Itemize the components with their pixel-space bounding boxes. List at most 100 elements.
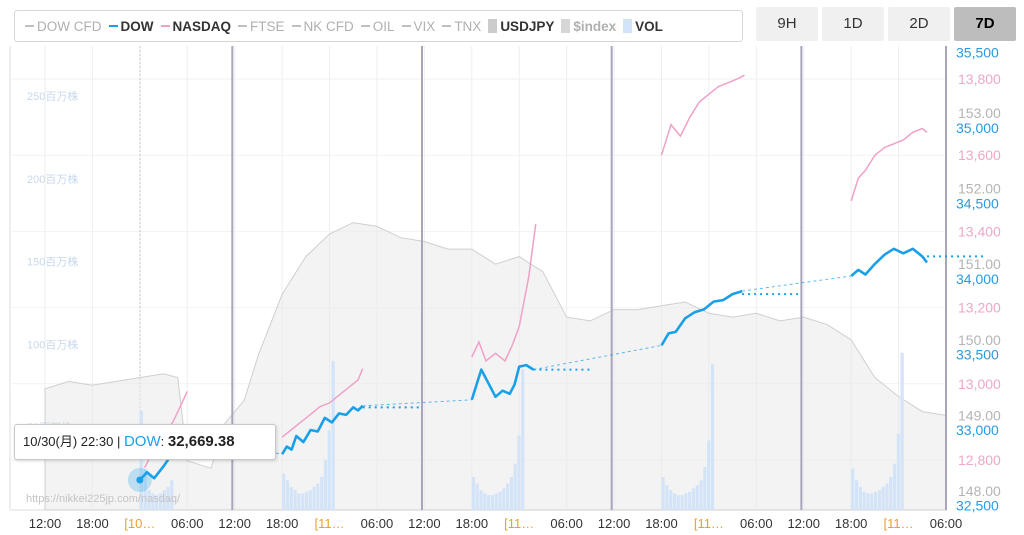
range-button-1d[interactable]: 1D [822, 7, 884, 41]
volume-bar [505, 483, 510, 510]
legend-label: TNX [454, 18, 482, 34]
legend-swatch-box-icon [488, 19, 498, 33]
x-tick-label: [11… [884, 516, 914, 531]
volume-bar [854, 480, 859, 510]
volume-bar [691, 488, 696, 510]
volume-bar [858, 486, 862, 510]
volume-bar [158, 493, 163, 510]
volume-bar [873, 491, 878, 510]
x-tick-label: 12:00 [787, 516, 820, 531]
legend-item-vix[interactable]: VIX [401, 18, 436, 34]
legend-label: $index [573, 18, 617, 34]
volume-bar [147, 490, 151, 510]
x-tick-label: [11… [314, 516, 344, 531]
legend-swatch-line-icon [360, 25, 370, 27]
volume-bar [285, 480, 290, 510]
dow-line [660, 289, 743, 347]
x-tick-label: 18:00 [645, 516, 678, 531]
volume-bar [877, 490, 881, 510]
volume-axis-label: 250百万株 [27, 89, 78, 103]
dow-axis-label: 33,000 [956, 422, 999, 438]
legend-item-dow-cfd[interactable]: DOW CFD [25, 19, 102, 34]
volume-bar [703, 466, 707, 510]
nasdaq-line [281, 368, 364, 438]
legend-label: VOL [635, 18, 663, 34]
x-tick-label: 12:00 [598, 516, 631, 531]
x-tick-label: 18:00 [266, 516, 299, 531]
dow-axis-label: 35,000 [956, 120, 999, 136]
x-tick-label: 18:00 [456, 516, 489, 531]
volume-bar [870, 493, 874, 510]
volume-bar [517, 435, 521, 510]
tooltip-colon: : [160, 434, 168, 449]
dow-gap-connector [362, 399, 472, 407]
nasdaq-line [471, 223, 537, 363]
volume-bar [502, 488, 506, 510]
volume-bar [486, 495, 491, 510]
range-button-7d[interactable]: 7D [954, 7, 1016, 41]
legend-item-index[interactable]: $index [561, 19, 616, 34]
volume-bar [293, 490, 297, 510]
nasdaq-axis-label: 13,600 [958, 147, 1001, 163]
legend-item-nk-cfd[interactable]: NK CFD [291, 19, 354, 34]
volume-bar [471, 476, 475, 510]
volume-bar [327, 430, 331, 510]
legend-label: FTSE [250, 18, 285, 34]
volume-bar [323, 460, 328, 510]
legend-item-oil[interactable]: OIL [360, 19, 395, 34]
volume-bar [490, 495, 494, 510]
volume-axis-label: 150百万株 [27, 255, 78, 269]
chart-legend: DOW CFD DOW NASDAQ FTSE NK CFD OIL VIX TNX USDJP… [14, 10, 743, 42]
dow-axis-label: 35,500 [956, 45, 999, 61]
volume-bar [672, 493, 677, 510]
legend-swatch-line-icon [238, 25, 248, 27]
volume-bar [289, 486, 293, 510]
nasdaq-line [660, 74, 745, 156]
volume-axis-label: 100百万株 [27, 337, 78, 351]
volume-bar [521, 369, 525, 510]
volume-bar [851, 468, 855, 510]
volume-bar [151, 493, 155, 510]
tooltip-datetime: 10/30(月) 22:30 [23, 434, 114, 449]
x-tick-label: 06:00 [740, 516, 773, 531]
legend-swatch-line-icon [160, 25, 170, 27]
volume-bar [308, 490, 312, 510]
legend-item-nasdaq[interactable]: NASDAQ [160, 18, 232, 34]
volume-bar [479, 490, 483, 510]
volume-bar [684, 493, 688, 510]
legend-item-dow[interactable]: DOW [108, 19, 154, 34]
nasdaq-axis-label: 13,800 [958, 71, 1001, 87]
volume-bar [513, 463, 517, 510]
volume-bar [166, 486, 170, 510]
volume-bar [170, 480, 174, 510]
volume-bar [676, 495, 680, 510]
legend-item-vol[interactable]: VOL [623, 19, 663, 34]
volume-bar [155, 495, 159, 510]
volume-bar [680, 495, 684, 510]
usdjpy-area-layer [44, 222, 947, 511]
legend-swatch-line-icon [442, 25, 452, 27]
legend-label: NASDAQ [172, 18, 232, 34]
tooltip-series: DOW [123, 433, 161, 450]
legend-item-ftse[interactable]: FTSE [238, 19, 285, 34]
volume-bar [866, 493, 870, 510]
volume-bar [320, 476, 324, 510]
legend-label: DOW CFD [37, 18, 102, 34]
dow-axis-label: 33,500 [956, 347, 999, 363]
legend-label: VIX [413, 18, 436, 34]
axis-labels: 12:00 18:00 [10… 06:00 12:00 18:00 [11… 06:00 12… [27, 45, 1001, 532]
legend-swatch-line-icon [108, 25, 118, 27]
x-tick-label: 12:00 [408, 516, 441, 531]
x-tick-label: 06:00 [361, 516, 394, 531]
volume-bar [889, 476, 893, 510]
range-button-9h[interactable]: 9H [756, 7, 818, 41]
volume-bar [699, 480, 703, 510]
legend-swatch-box-icon [623, 19, 633, 33]
x-tick-label: 06:00 [171, 516, 204, 531]
volume-bar [707, 440, 711, 510]
dow-axis-label: 32,500 [956, 498, 999, 514]
legend-item-usdjpy[interactable]: USDJPY [488, 19, 554, 34]
legend-item-tnx[interactable]: TNX [442, 19, 481, 34]
tooltip-separator: | [116, 434, 124, 449]
range-button-2d[interactable]: 2D [888, 7, 950, 41]
